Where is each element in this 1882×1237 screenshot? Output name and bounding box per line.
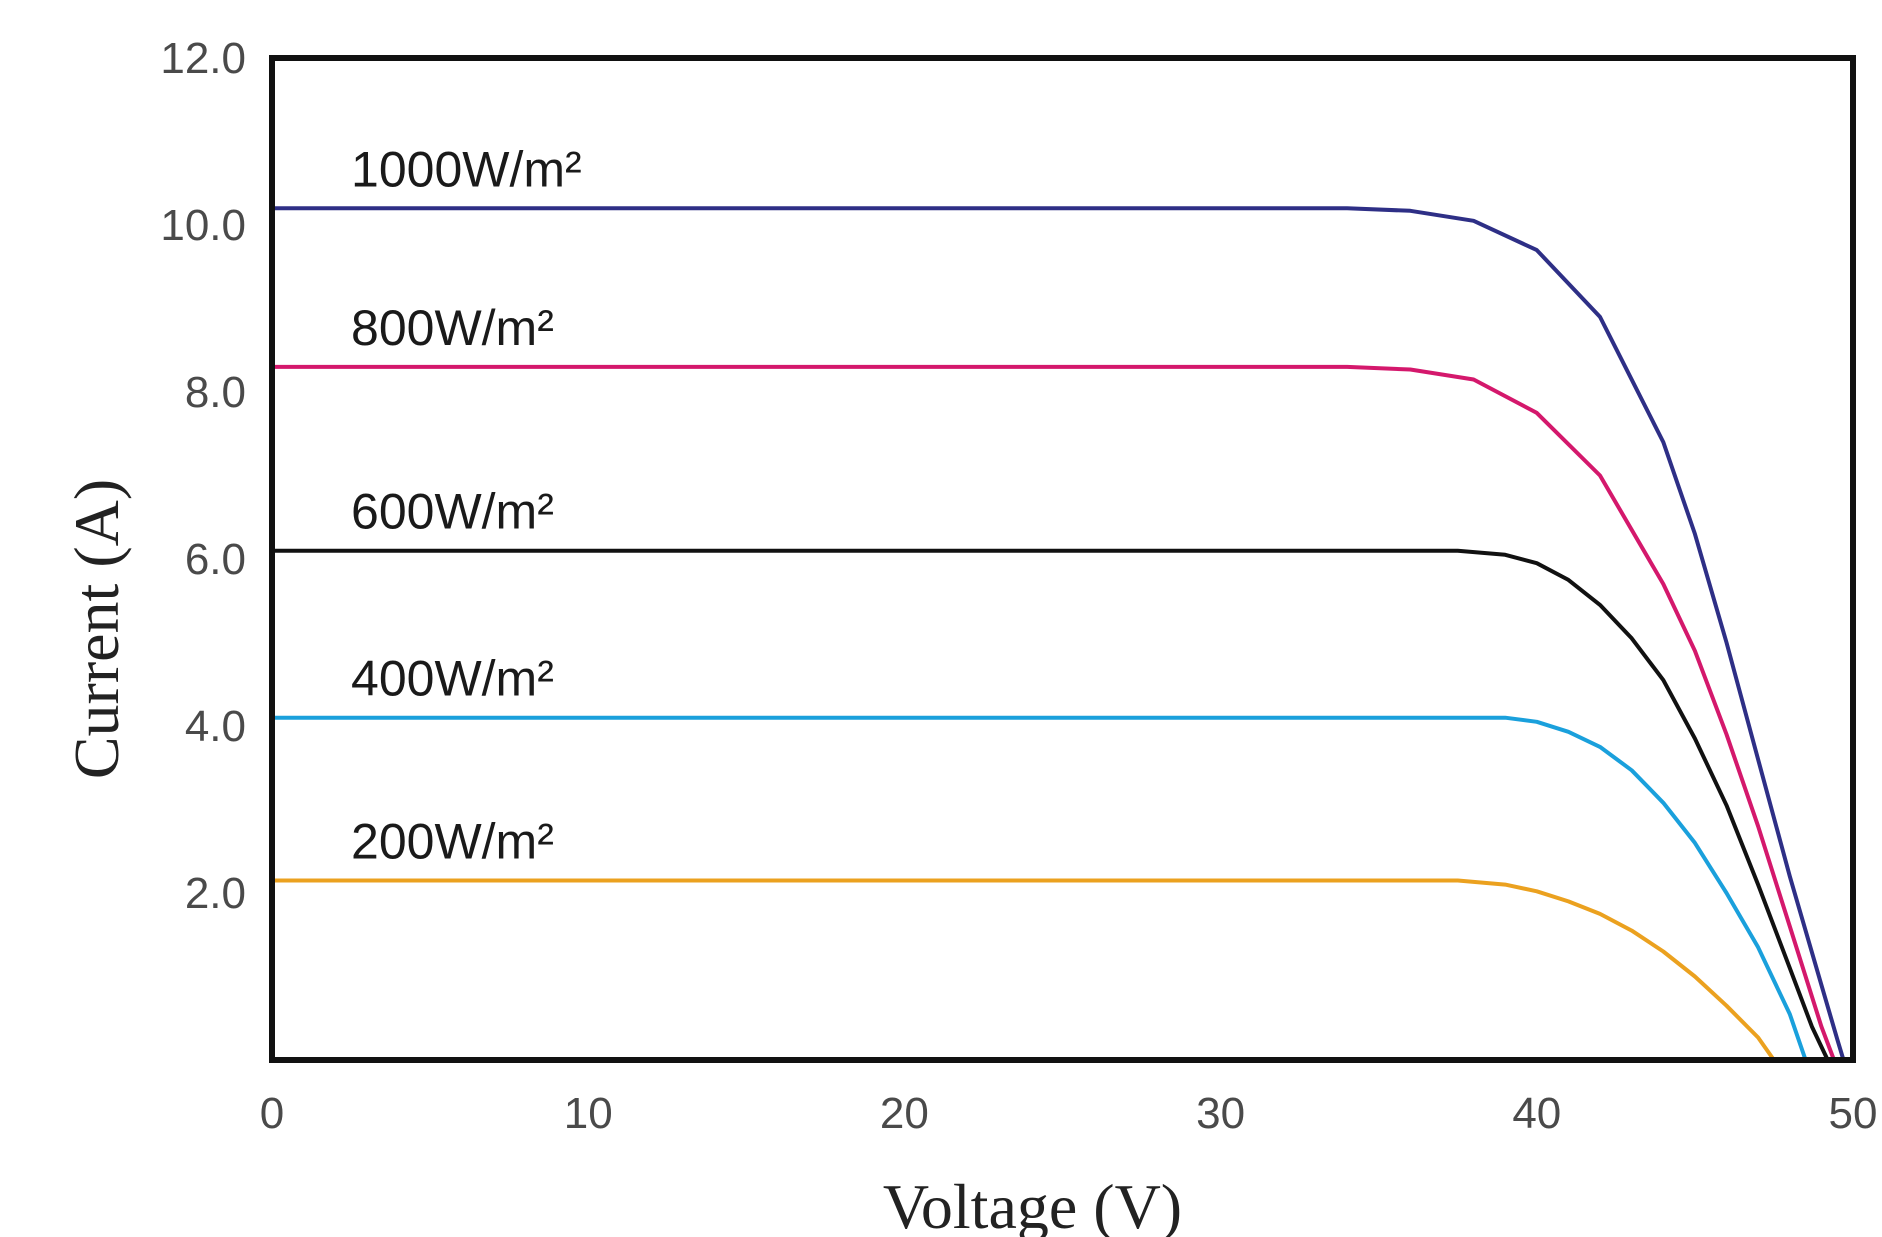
- series-label: 400W/m²: [351, 651, 554, 707]
- x-tick-label: 10: [564, 1089, 613, 1138]
- x-tick-label: 30: [1196, 1089, 1245, 1138]
- series-line: [272, 548, 1830, 1061]
- series-line: [272, 206, 1846, 1061]
- y-tick-label: 6.0: [185, 535, 246, 584]
- series-label: 600W/m²: [351, 484, 554, 540]
- y-tick-label: 10.0: [160, 201, 246, 250]
- series-line: [272, 715, 1808, 1061]
- y-tick-labels: 2.0 4.0 6.0 8.0 10.0 12.0: [160, 34, 246, 918]
- plot-frame: [269, 55, 1856, 1063]
- y-tick-label: 2.0: [185, 869, 246, 918]
- series-labels: 1000W/m² 800W/m² 600W/m² 400W/m² 200W/m²: [351, 141, 582, 869]
- x-tick-label: 0: [260, 1089, 284, 1138]
- y-tick-label: 12.0: [160, 34, 246, 83]
- x-tick-labels: 0 10 20 30 40 50: [260, 1089, 1878, 1138]
- series-line: [272, 878, 1776, 1062]
- x-tick-label: 50: [1829, 1089, 1878, 1138]
- x-axis-title: Voltage (V): [883, 1171, 1182, 1237]
- series-layer: [272, 206, 1846, 1062]
- series-label: 800W/m²: [351, 300, 554, 356]
- y-tick-label: 4.0: [185, 702, 246, 751]
- series-label: 200W/m²: [351, 813, 554, 869]
- x-tick-label: 40: [1512, 1089, 1561, 1138]
- series-label: 1000W/m²: [351, 141, 582, 197]
- y-axis-title: Current (A): [61, 479, 132, 779]
- y-tick-label: 8.0: [185, 368, 246, 417]
- x-tick-label: 20: [880, 1089, 929, 1138]
- series-line: [272, 364, 1836, 1061]
